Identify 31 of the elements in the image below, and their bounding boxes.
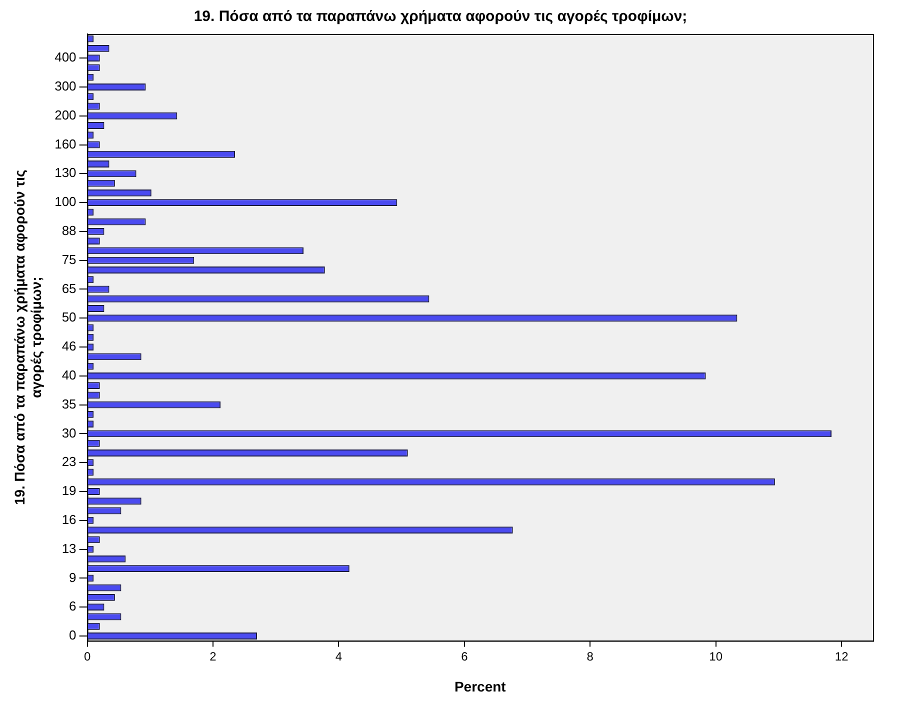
x-tick-label: 6 [461,649,468,664]
y-tick-label: 46 [62,338,76,354]
y-tick-label: 19 [62,483,76,498]
y-tick-label: 65 [62,280,76,296]
chart-title: 19. Πόσα από τα παραπάνω χρήματα αφορούν τις αγορές τροφίμων; [194,8,688,26]
x-tick-label: 12 [834,649,849,664]
x-tick-label: 8 [586,649,594,664]
x-axis-title: Percent [454,678,506,694]
y-tick-label: 23 [62,454,76,470]
y-tick-label: 6 [69,598,76,614]
y-tick-label: 75 [62,252,76,267]
y-tick-label: 50 [62,310,76,325]
y-tick-label: 9 [69,570,76,585]
y-tick-label: 200 [54,107,76,122]
x-tick-label: 0 [84,649,91,664]
y-tick-label: 30 [62,425,76,440]
y-tick-label: 35 [62,396,76,412]
y-tick-label: 16 [62,512,76,527]
x-tick-label: 4 [335,649,342,664]
x-tick-label: 2 [210,649,217,664]
y-tick-label: 0 [69,628,76,643]
y-tick-label: 130 [54,165,76,180]
y-tick-label: 100 [54,194,76,210]
y-tick-label: 300 [54,78,76,94]
y-tick-label: 88 [62,223,76,238]
y-tick-label: 13 [62,540,76,556]
y-axis-title: 19. Πόσα από τα παραπάνω χρήματα αφορούν τις αγορές τροφίμων; [11,170,44,506]
x-tick-label: 10 [709,649,723,664]
y-tick-label: 40 [62,368,76,383]
y-tick-label: 400 [54,50,76,65]
y-tick-label: 160 [54,136,76,152]
